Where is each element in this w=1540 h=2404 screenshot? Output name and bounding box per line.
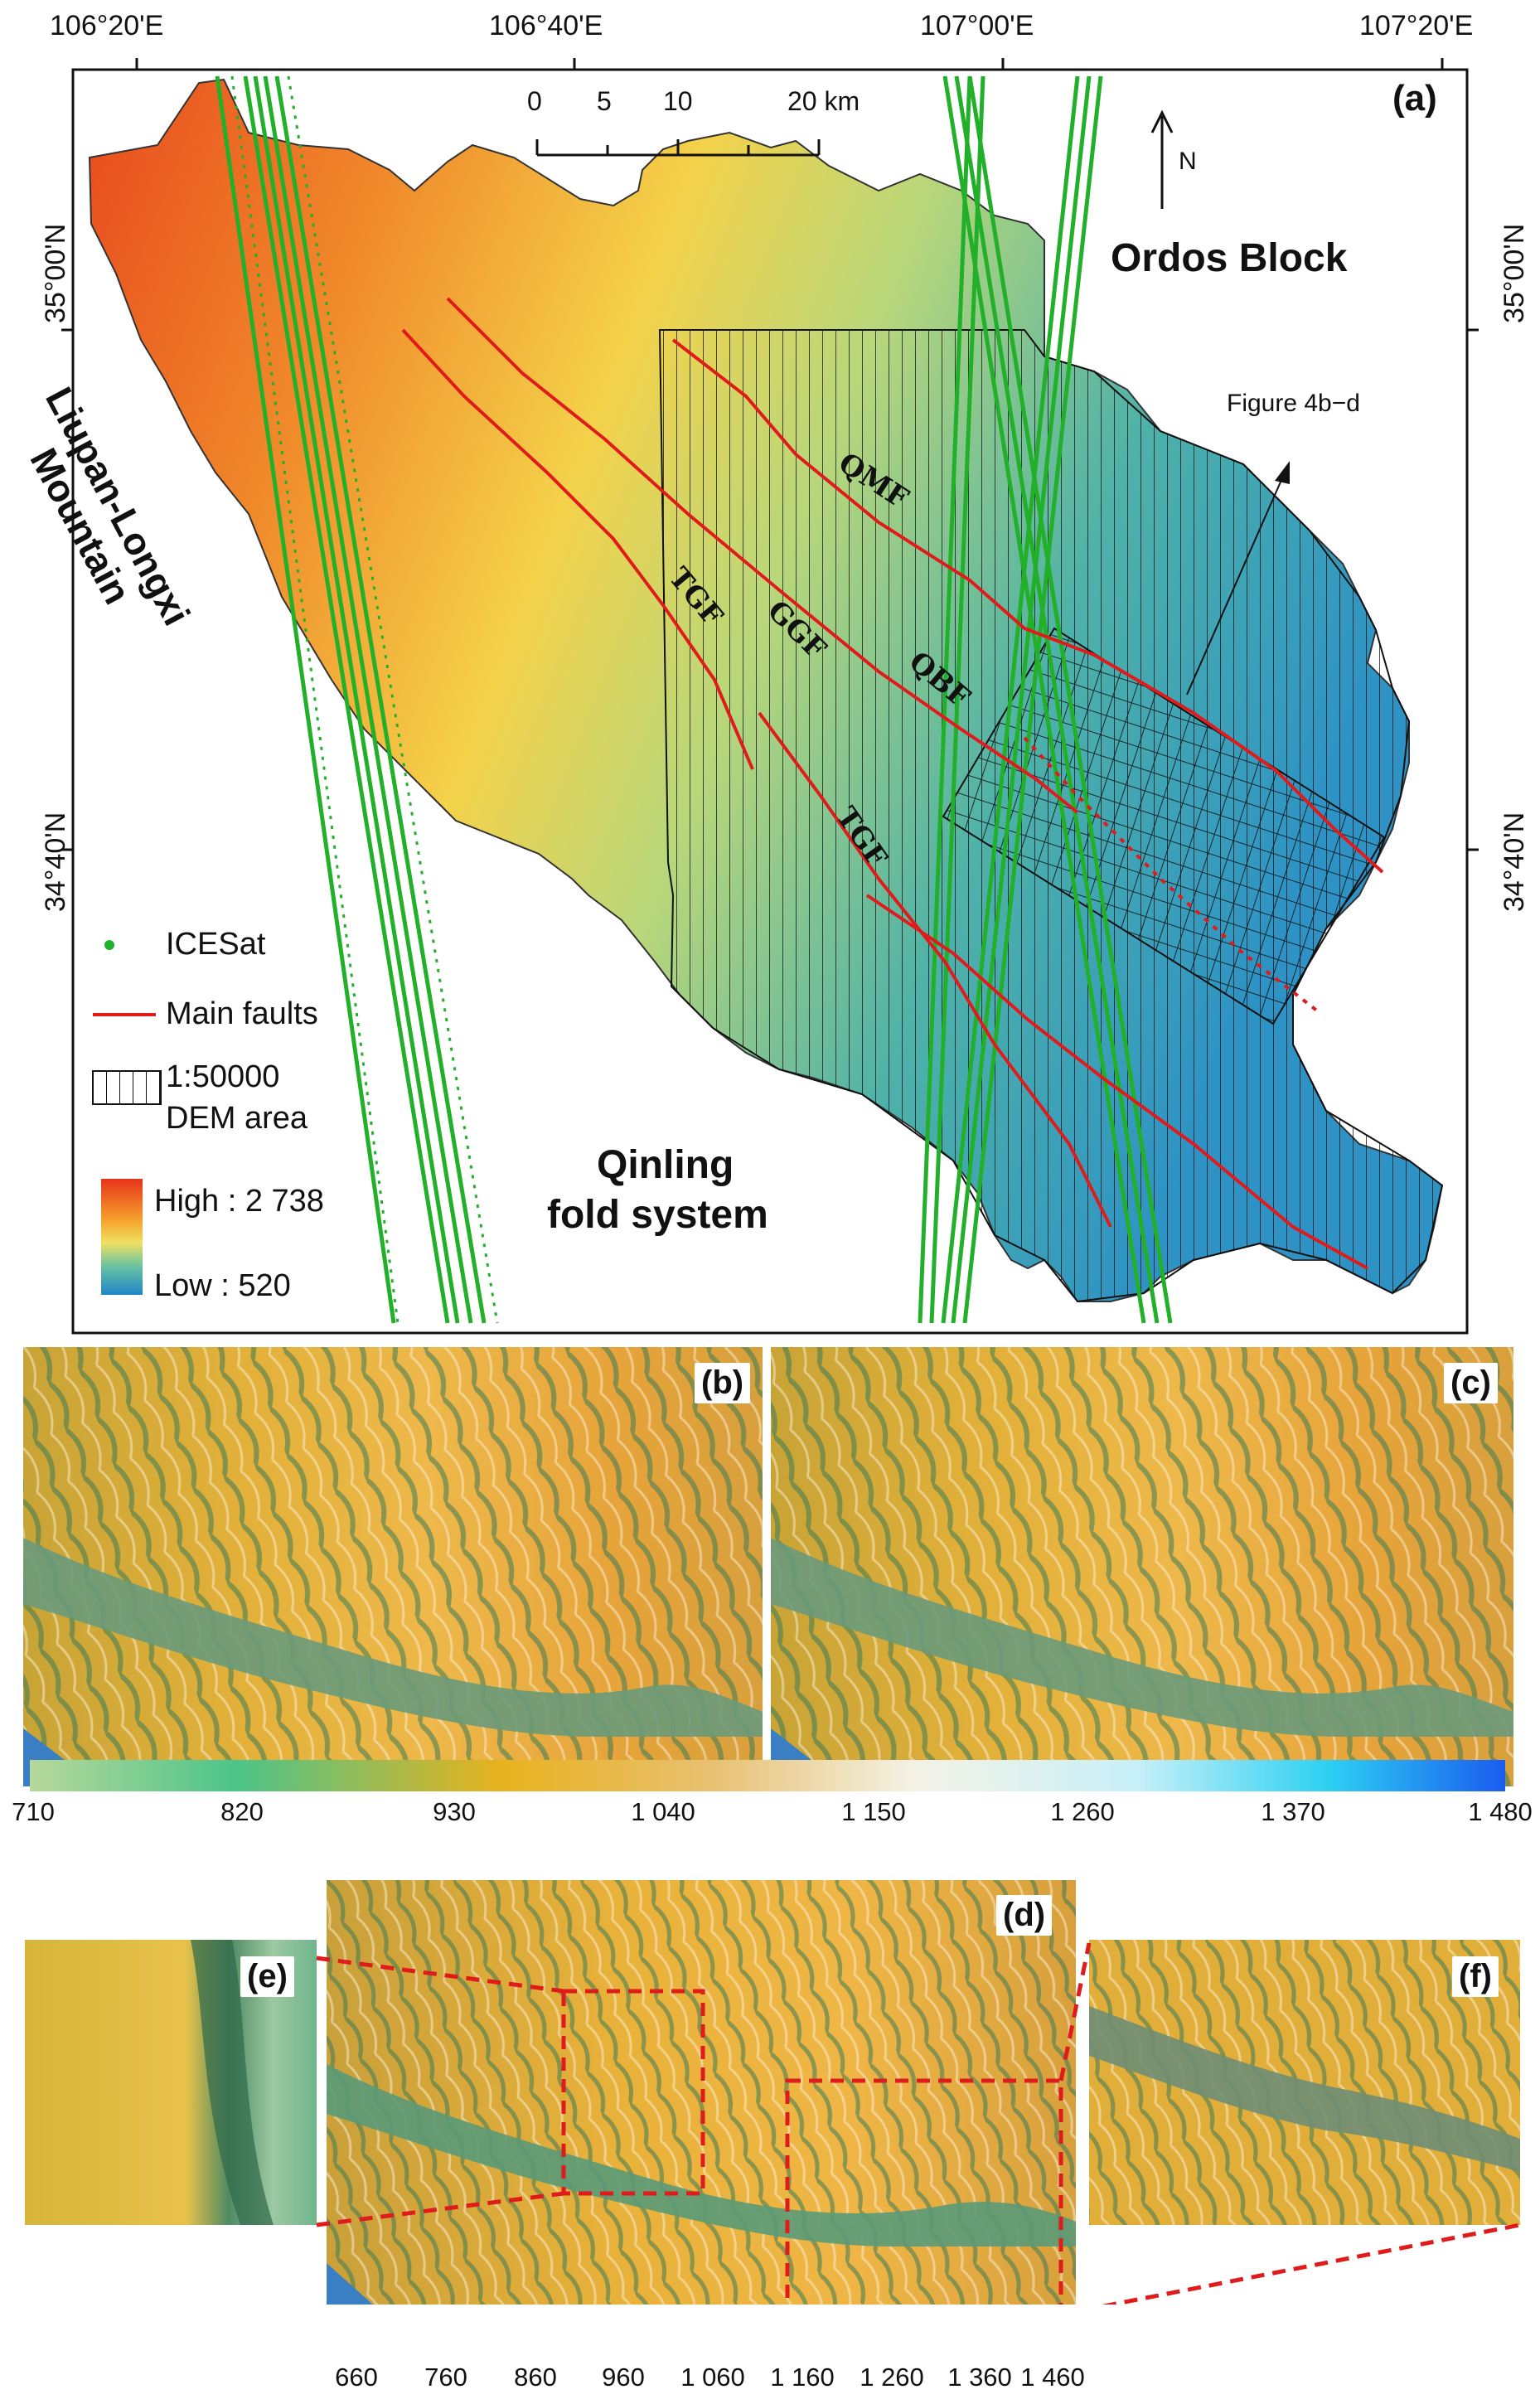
lon-label-3: 107°00'E [920,10,1034,41]
cb2-tick-4: 960 [602,2363,645,2392]
cb1-tick-8: 1 480 [1468,1797,1533,1826]
north-arrow-icon [1150,109,1174,209]
legend-dem-text-1: 1:50000 [166,1059,280,1094]
north-label: N [1179,148,1197,175]
cb1-tick-6: 1 260 [1050,1797,1115,1826]
cb2-tick-6: 1 160 [770,2363,835,2392]
panel-a-label: (a) [1392,78,1437,119]
icesat-tracks [215,75,1173,1324]
ordos-block-label: Ordos Block [1111,236,1348,280]
icesat-sparse [230,75,499,1324]
frame-ticks [61,58,1479,851]
cb1-tick-5: 1 150 [841,1797,906,1826]
cb1-tick-2: 820 [220,1797,264,1826]
qinling-label-1: Qinling [597,1143,734,1187]
panel-d-label: (d) [996,1895,1053,1936]
map-a-svg [61,58,1479,1335]
figure-ref-label: Figure 4b−d [1227,390,1360,417]
cb1-tick-7: 1 370 [1261,1797,1325,1826]
cb2-tick-9: 1 460 [1020,2363,1085,2392]
panel-f-image [1089,1940,1520,2225]
legend-faults-text: Main faults [166,996,318,1031]
zoom-indicators [316,1942,1521,2305]
cb2-tick-3: 860 [514,2363,557,2392]
legend-dem-text-2: DEM area [166,1101,308,1136]
scale-5: 5 [597,86,612,116]
panel-c-image [771,1347,1513,1786]
scale-20km: 20 km [787,86,860,116]
cb2-tick-8: 1 360 [947,2363,1012,2392]
panel-b-image [23,1347,763,1786]
fig4-arrow-line [1186,472,1286,696]
cb1-tick-4: 1 040 [631,1797,695,1826]
lon-label-2: 106°40'E [489,10,603,41]
panel-b-label: (b) [695,1363,751,1403]
panel-c-label: (c) [1444,1363,1498,1403]
panels-bc-svg [23,1347,1513,1791]
colorbar-1 [30,1760,1505,1791]
scale-0: 0 [527,86,542,116]
lon-label-1: 106°20'E [50,10,164,41]
legend-low-text: Low : 520 [154,1268,291,1303]
panels-def-svg [25,1880,1521,2305]
cb2-tick-1: 660 [335,2363,378,2392]
legend-icesat-text: ICESat [166,927,266,962]
legend-high-text: High : 2 738 [154,1184,324,1219]
cb2-tick-7: 1 260 [860,2363,924,2392]
panel-f-label: (f) [1452,1956,1499,1997]
legend-elevation-bar [101,1179,143,1295]
cb1-tick-3: 930 [433,1797,476,1826]
fig4-arrowhead [1275,461,1290,484]
fig4-box [942,627,1386,1025]
legend-icesat-icon [104,940,114,950]
cb2-tick-2: 760 [424,2363,467,2392]
cb2-tick-5: 1 060 [680,2363,745,2392]
lon-label-4: 107°20'E [1359,10,1474,41]
main-faults [401,297,1384,1270]
panel-e-label: (e) [240,1956,294,1997]
legend-dem-icon [92,1070,162,1105]
qinling-label-2: fold system [547,1193,768,1237]
scale-10: 10 [663,86,693,116]
cb1-tick-1: 710 [12,1797,55,1826]
scale-bar [535,139,821,157]
